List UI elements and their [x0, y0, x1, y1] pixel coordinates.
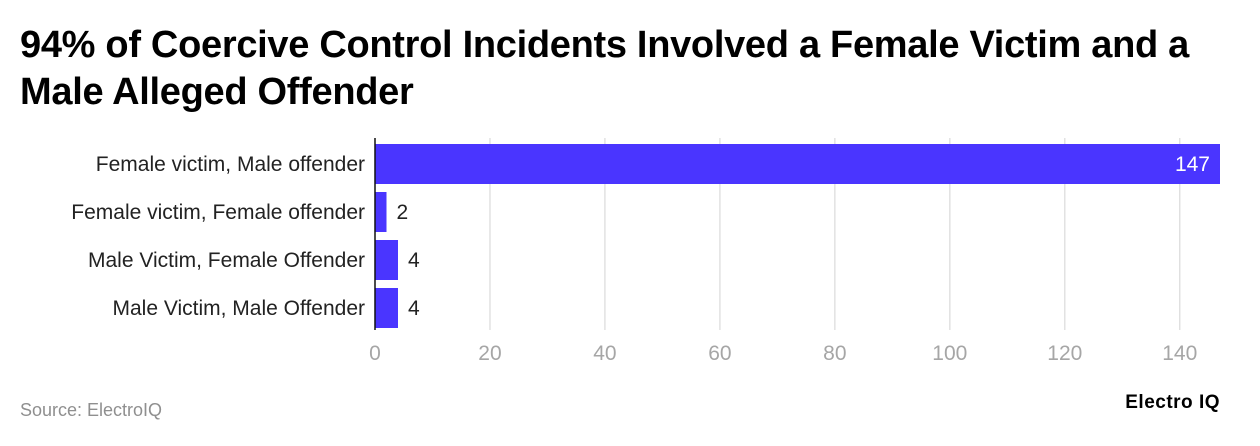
category-label: Female victim, Female offender [71, 201, 365, 224]
data-label: 4 [408, 249, 420, 272]
x-tick-label: 140 [1162, 342, 1197, 365]
x-tick-label: 20 [478, 342, 501, 365]
x-tick-label: 100 [932, 342, 967, 365]
data-label: 2 [396, 201, 408, 224]
bar [375, 192, 387, 232]
brand-logo: Electro IQ [1125, 392, 1220, 413]
bar [375, 144, 1220, 184]
source-note: Source: ElectroIQ [20, 400, 163, 420]
x-tick-label: 60 [708, 342, 731, 365]
category-label: Female victim, Male offender [96, 153, 365, 176]
category-label: Male Victim, Female Offender [88, 249, 365, 272]
data-label: 147 [1175, 153, 1210, 176]
x-tick-label: 80 [823, 342, 846, 365]
x-tick-label: 0 [369, 342, 381, 365]
bar [375, 240, 398, 280]
bar [375, 288, 398, 328]
x-tick-label: 40 [593, 342, 616, 365]
chart-title: 94% of Coercive Control Incidents Involv… [20, 24, 1190, 113]
category-label: Male Victim, Male Offender [113, 297, 366, 320]
data-label: 4 [408, 297, 420, 320]
x-tick-label: 120 [1047, 342, 1082, 365]
